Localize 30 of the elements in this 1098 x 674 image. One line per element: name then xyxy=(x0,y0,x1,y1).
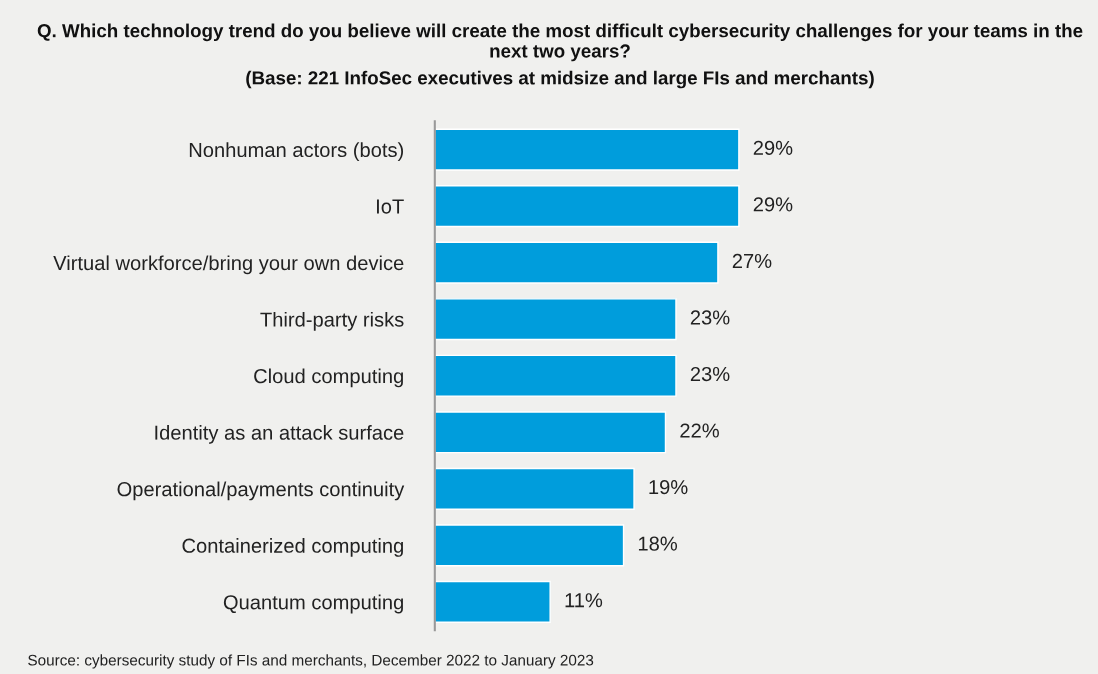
chart-title: Q. Which technology trend do you believe will create the most difficult cybersecurity challenges for your teams in the next two years? xyxy=(37,23,1083,62)
data-label: 29% xyxy=(753,197,793,212)
data-label: 22% xyxy=(680,423,719,438)
y-tick-label: Nonhuman actors (bots) xyxy=(189,142,404,162)
bar xyxy=(434,298,677,341)
source-note: Source: cybersecurity study of FIs and merchants, December 2022 to January 2023 xyxy=(28,654,594,669)
data-label: 23% xyxy=(690,310,730,325)
chart-subtitle: (Base: 221 InfoSec executives at midsize and large FIs and merchants) xyxy=(246,70,874,89)
bar xyxy=(434,524,625,567)
data-label: 23% xyxy=(690,366,730,382)
bar xyxy=(434,128,740,171)
data-label: 11% xyxy=(565,593,603,608)
bar xyxy=(434,580,551,623)
y-tick-label: Operational/payments continuity xyxy=(117,481,405,501)
bar xyxy=(434,467,635,510)
data-label: 29% xyxy=(753,140,793,155)
y-tick-label: Third-party risks xyxy=(260,311,404,331)
bar xyxy=(434,241,719,284)
data-label: 19% xyxy=(649,479,688,495)
y-tick-label: Containerized computing xyxy=(182,538,403,557)
bar xyxy=(434,411,667,454)
bar xyxy=(434,185,740,228)
y-tick-label: Quantum computing xyxy=(223,594,403,614)
y-tick-label: Cloud computing xyxy=(254,368,403,388)
y-tick-label: Virtual workforce/bring your own device xyxy=(53,255,404,275)
y-tick-label: Identity as an attack surface xyxy=(155,425,404,444)
bar xyxy=(434,354,677,397)
y-tick-label: IoT xyxy=(377,199,404,214)
data-label: 18% xyxy=(638,536,678,551)
data-label: 27% xyxy=(732,253,772,268)
